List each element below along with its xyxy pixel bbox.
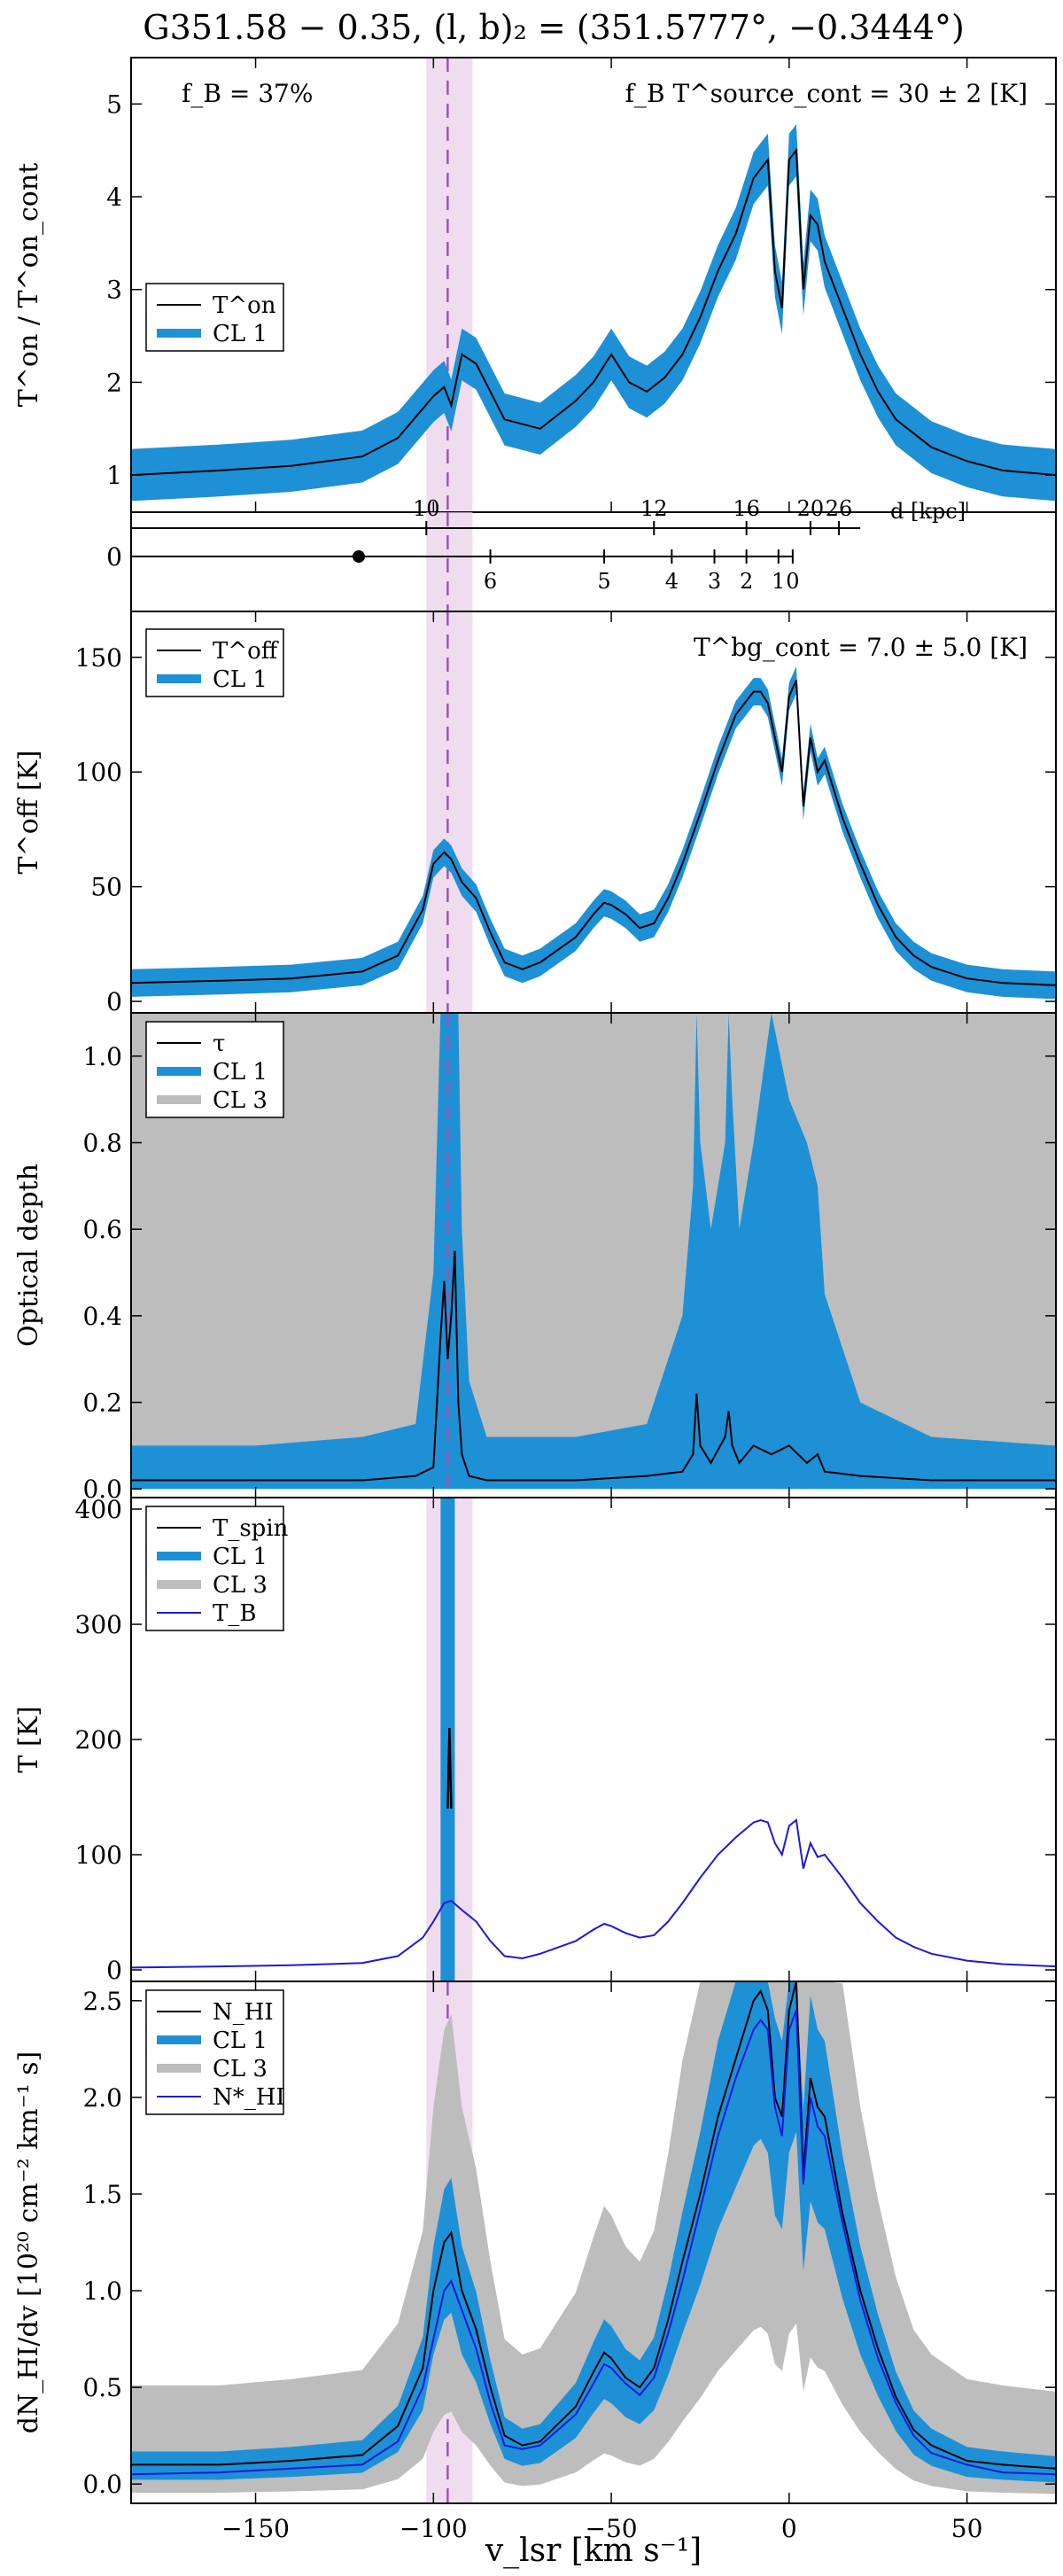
- legend-label: T_B: [213, 1600, 256, 1627]
- tspin-line: [446, 1727, 453, 1809]
- legend-label: T^off: [213, 638, 280, 665]
- ton-line: [130, 147, 1057, 477]
- y-axis-label: T^on / T^on_cont: [13, 163, 44, 407]
- y-tick-label: 0.6: [82, 1215, 122, 1244]
- cl1-band: [440, 1498, 455, 1981]
- y-tick-label: 0.0: [82, 1475, 122, 1504]
- legend-label: T_spin: [213, 1515, 289, 1542]
- y-tick-label: 100: [75, 758, 122, 787]
- legend-box: [145, 283, 284, 352]
- velocity-band: [426, 611, 473, 1013]
- distance-tick-label: 0: [786, 569, 799, 594]
- panel-distance: 10 12 16 20 266 5 4 3 2 1 0d [kpc]0: [106, 496, 1057, 612]
- y-tick-label: 1: [106, 461, 122, 490]
- distance-tick-label: 16: [733, 496, 760, 521]
- velocity-band: [426, 512, 473, 611]
- distance-tick-label: 5: [597, 569, 610, 594]
- distance-tick-label: 3: [708, 569, 721, 594]
- x-tick-label: −100: [400, 2514, 468, 2543]
- axes-frame: [130, 57, 1057, 513]
- legend-label: T^on: [213, 292, 276, 319]
- source-position-dot: [352, 550, 365, 563]
- y-tick-label: 150: [75, 643, 122, 673]
- y-tick-label: 2.5: [82, 1987, 122, 2016]
- legend-label: CL 3: [213, 1572, 268, 1599]
- legend-box: [145, 628, 284, 697]
- axes-frame: [130, 1981, 1057, 2504]
- velocity-band: [426, 58, 473, 512]
- panel-toff: 0 50 100 150 T^bg_cont = 7.0 ± 5.0 [K] T^offC…: [13, 611, 1057, 1016]
- y-tick-label: 1.5: [82, 2180, 122, 2209]
- legend-label: CL 1: [213, 2027, 268, 2054]
- y-tick-label: 400: [75, 1495, 122, 1524]
- y-tick-label: 0.5: [82, 2373, 122, 2402]
- legend-label: CL 3: [213, 2056, 268, 2082]
- y-tick-label: 3: [106, 276, 122, 305]
- y-tick-label: 50: [90, 873, 122, 902]
- legend-label: N*_HI: [213, 2084, 285, 2111]
- y-tick-label: 200: [75, 1725, 122, 1755]
- legend-label: CL 1: [213, 1544, 268, 1570]
- x-tick-label: 0: [781, 2514, 797, 2543]
- y-tick-label: 1.0: [82, 1042, 122, 1071]
- cl1-band: [131, 1013, 1056, 1490]
- y-tick-label: 0: [106, 987, 122, 1016]
- y-tick-label: 5: [106, 89, 122, 119]
- distance-tick-label: 1: [772, 569, 785, 594]
- y-tick-label: 0.4: [82, 1302, 122, 1331]
- tau-line: [131, 1250, 1056, 1482]
- nhi-line: [131, 1981, 1057, 2470]
- y-axis-label: dN_HI/dv [10²⁰ cm⁻² km⁻¹ s]: [13, 2051, 44, 2434]
- x-tick-label: −150: [221, 2514, 290, 2543]
- legend-label: τ: [213, 1031, 225, 1057]
- figure-title: G351.58 − 0.35, (l, b)₂ = (351.5777°, −0…: [143, 8, 965, 47]
- distance-tick-label: 6: [484, 569, 497, 594]
- distance-tick-label: 4: [665, 569, 679, 594]
- y-tick-label: 0.8: [82, 1129, 122, 1158]
- legend-label: CL 1: [213, 321, 268, 347]
- cl1-band: [131, 666, 1056, 1000]
- y-tick-label: 300: [75, 1610, 122, 1639]
- panel-ton: 1 2 3 4 5 f_B = 37% f_B T^source_cont = 30 ± 2…: [13, 57, 1057, 513]
- distance-tick-label: 2: [740, 569, 753, 594]
- nhi-star-line: [130, 2010, 1057, 2476]
- y-tick-label: 0: [106, 542, 122, 572]
- y-tick-label: 0.2: [82, 1389, 122, 1418]
- cl1-band: [131, 124, 1056, 502]
- distance-tick-label: 20: [797, 496, 825, 521]
- x-tick-label: −50: [586, 2514, 638, 2543]
- y-tick-label: 4: [106, 183, 122, 212]
- distance-tick-label: 12: [640, 496, 668, 521]
- y-tick-label: 2.0: [82, 2083, 122, 2113]
- y-tick-label: 0: [106, 1956, 122, 1985]
- toff-line: [130, 680, 1057, 986]
- source-annotation: f_B T^source_cont = 30 ± 2 [K]: [625, 79, 1028, 108]
- distance-tick-label: 10: [413, 496, 440, 521]
- tb-line: [130, 1818, 1057, 1969]
- background-annotation: T^bg_cont = 7.0 ± 5.0 [K]: [694, 633, 1028, 662]
- legend-label: CL 3: [213, 1087, 268, 1114]
- y-tick-label: 1.0: [82, 2276, 122, 2306]
- y-axis-label: T [K]: [13, 1706, 44, 1772]
- x-axis-label: v_lsr [km s⁻¹]: [485, 2533, 702, 2569]
- fb-annotation: f_B = 37%: [182, 79, 313, 108]
- x-tick-label: 50: [951, 2514, 983, 2543]
- cl3-band: [131, 1013, 1056, 1490]
- y-axis-label: Optical depth: [13, 1163, 44, 1347]
- y-tick-label: 2: [106, 368, 122, 397]
- distance-tick-label: 26: [826, 496, 853, 521]
- y-tick-label: 100: [75, 1841, 122, 1870]
- y-axis-label: T^off [K]: [13, 751, 44, 875]
- y-tick-label: 0.0: [82, 2470, 122, 2499]
- legend-label: N_HI: [213, 1999, 274, 2026]
- panel-tau: 0.0 0.2 0.4 0.6 0.8 1.0 τCL 1CL 3 Optical depth: [13, 1012, 1057, 1504]
- legend-label: CL 1: [213, 1059, 268, 1086]
- cl1-band: [131, 1981, 1056, 2483]
- legend-label: CL 1: [213, 666, 268, 693]
- distance-unit-label: d [kpc]: [890, 499, 966, 524]
